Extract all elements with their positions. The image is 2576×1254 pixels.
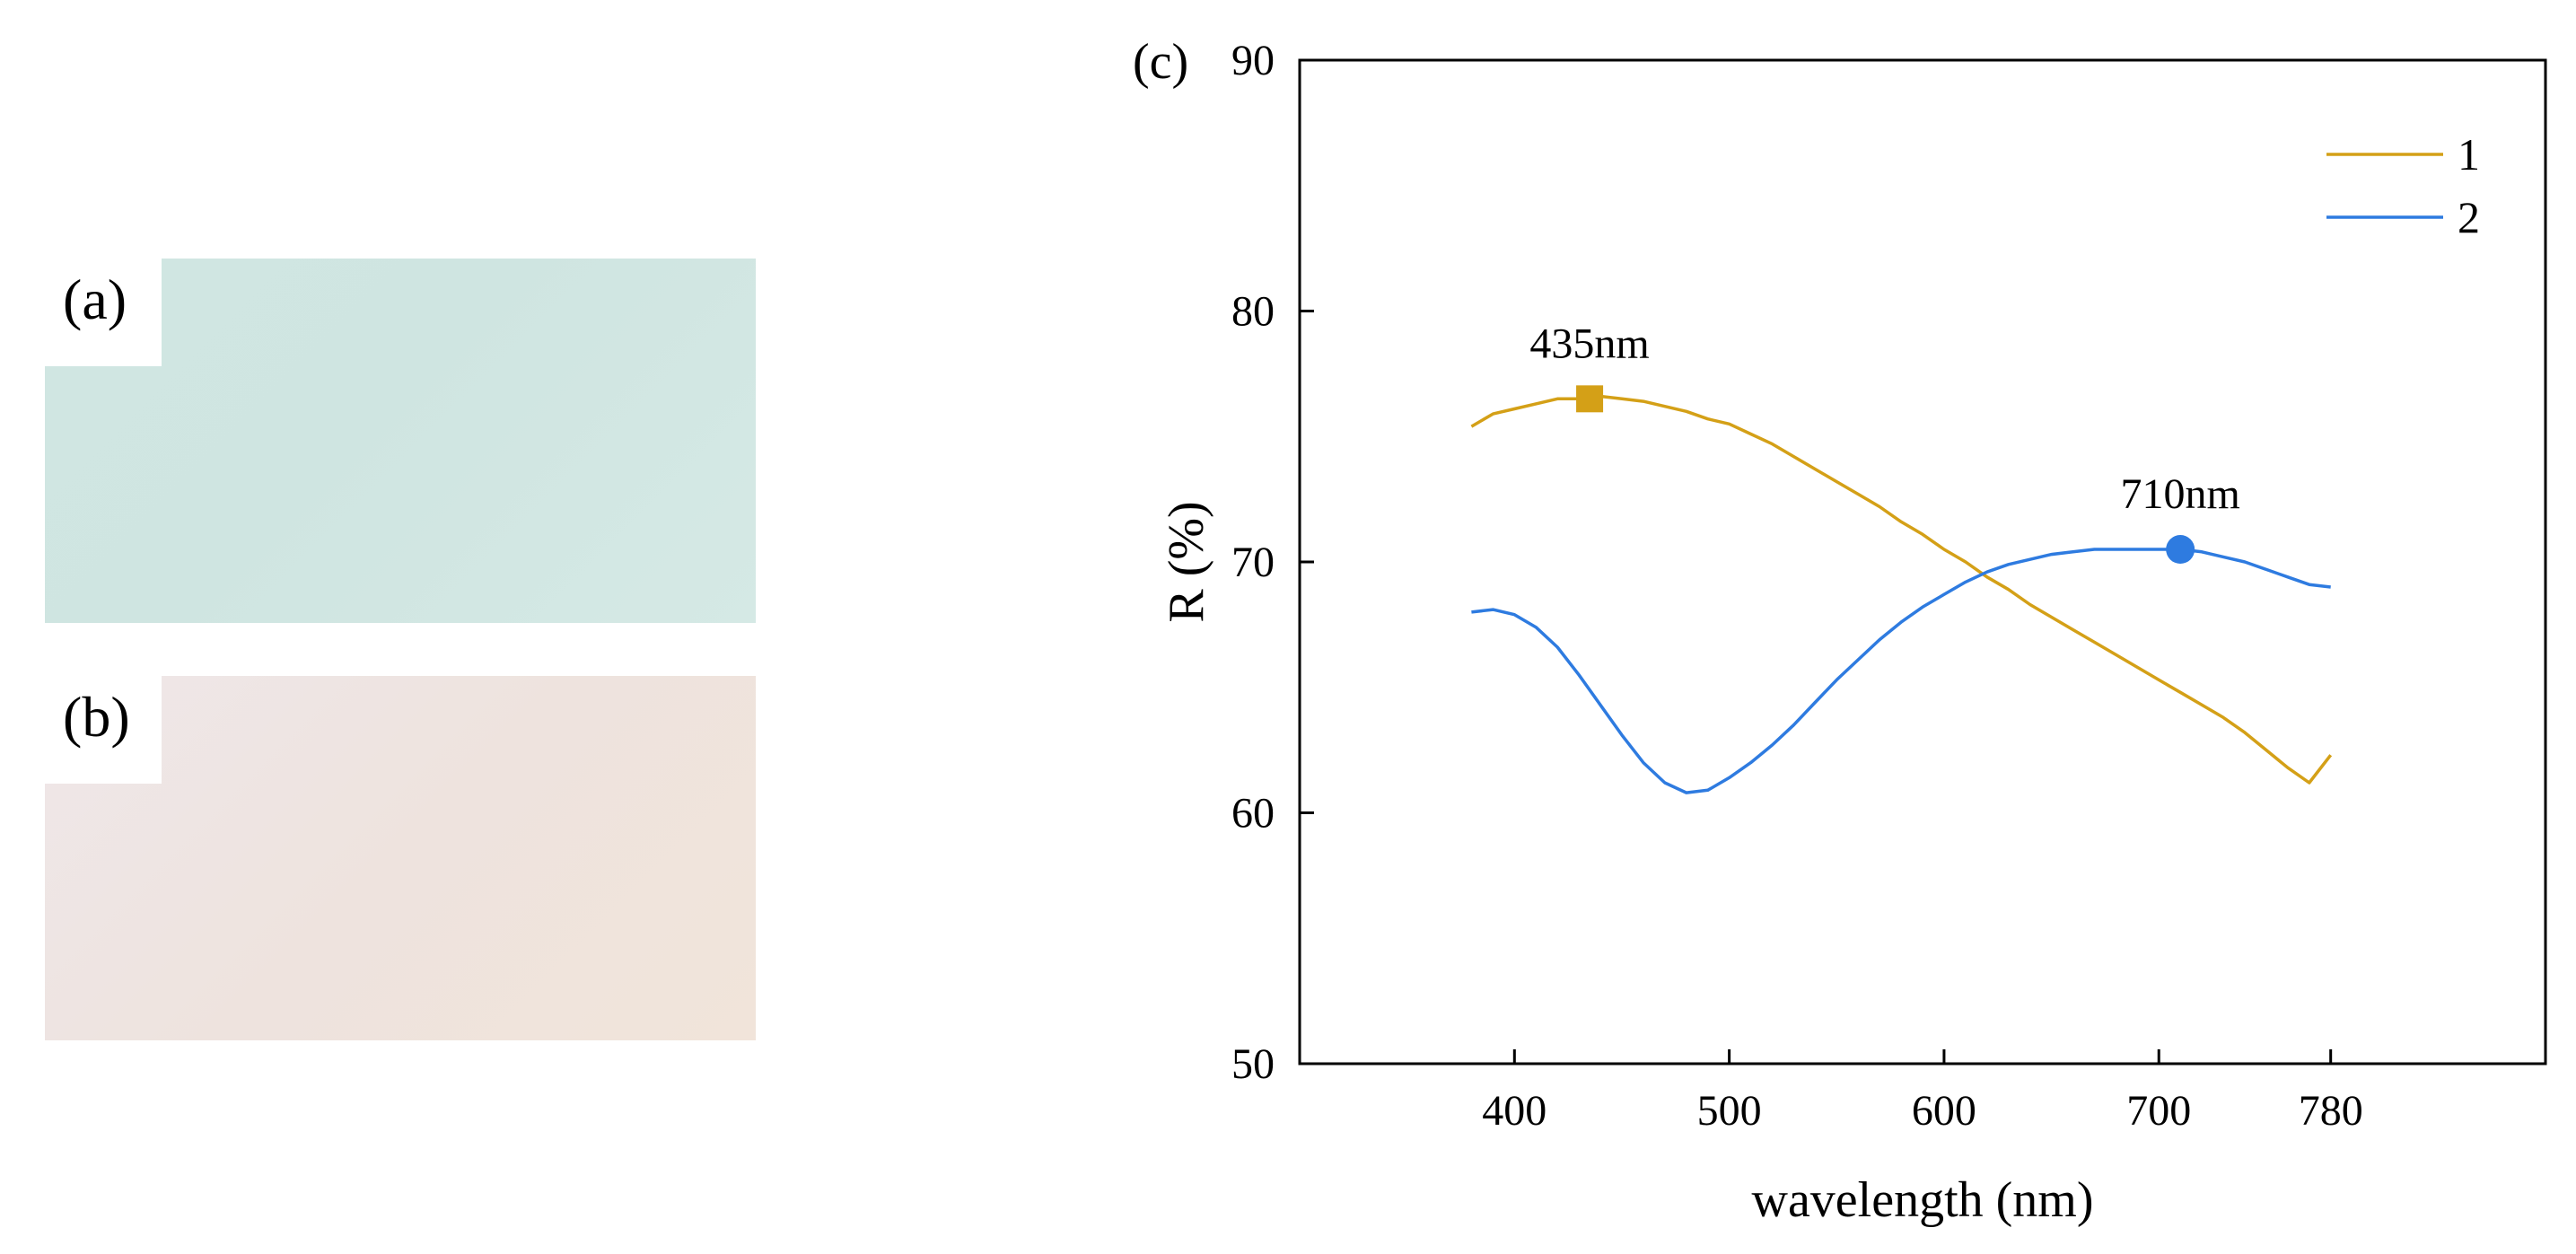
y-tick-label: 70: [1231, 539, 1275, 586]
x-tick-label: 400: [1482, 1087, 1546, 1135]
y-tick-label: 50: [1231, 1040, 1275, 1088]
legend-label-1: 1: [2458, 129, 2480, 180]
y-axis: 50 60 70 80 90: [1231, 37, 1314, 1088]
photo-panel-b: (b): [45, 676, 756, 1040]
y-tick-label: 80: [1231, 288, 1275, 336]
peak-label-2: 710nm: [2121, 470, 2240, 518]
legend-label-2: 2: [2458, 192, 2480, 242]
panel-label-a: (a): [63, 267, 127, 331]
photo-panel-a: (a): [45, 259, 756, 623]
panel-label-c: (c): [1133, 34, 1188, 90]
photo-label-box-b: (b): [45, 676, 162, 784]
peak-label-1: 435nm: [1529, 320, 1649, 367]
series-lines: [1470, 394, 2333, 794]
panel-label-b: (b): [63, 685, 130, 749]
peak-marker-2: [2166, 535, 2195, 565]
peak-marker-1: [1576, 385, 1604, 413]
photo-label-box-a: (a): [45, 259, 162, 366]
x-tick-label: 500: [1697, 1087, 1762, 1135]
peak-annotations: 435nm 710nm: [1529, 320, 2240, 565]
x-axis-label: wavelength (nm): [1752, 1172, 2094, 1228]
legend: 12: [2326, 129, 2480, 242]
series-line-1: [1470, 394, 2333, 785]
x-tick-label: 700: [2126, 1087, 2191, 1135]
x-tick-label: 780: [2299, 1087, 2363, 1135]
y-axis-label: R (%): [1159, 501, 1214, 622]
y-tick-label: 60: [1231, 790, 1275, 837]
x-tick-label: 600: [1912, 1087, 1976, 1135]
x-axis: 400 500 600 700 780: [1482, 1049, 2363, 1135]
plot-frame: [1298, 58, 2547, 1065]
series-line-2: [1471, 548, 2331, 794]
y-tick-label: 90: [1231, 37, 1275, 84]
